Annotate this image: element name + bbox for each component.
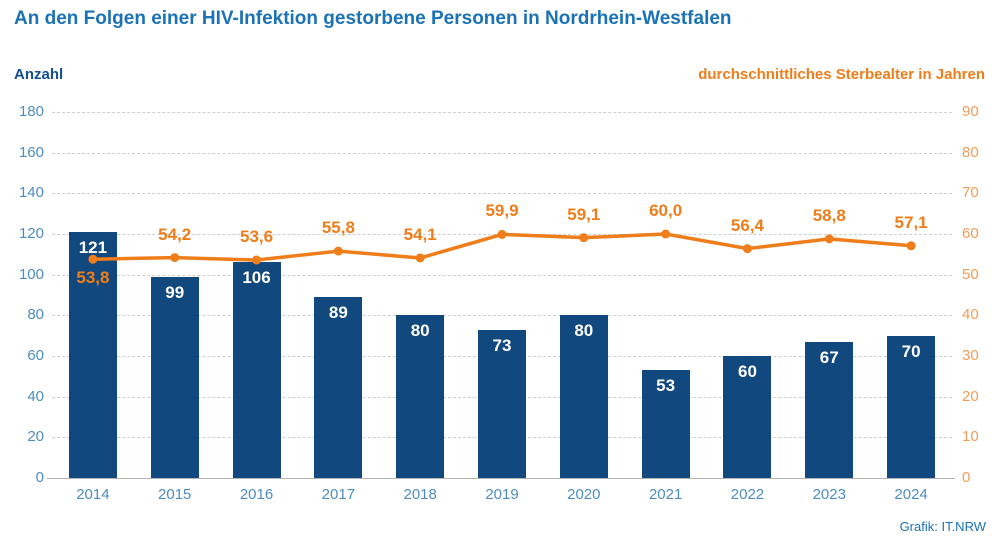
y-axis-tick-right: 60 [962, 225, 979, 242]
bar-value-label: 80 [410, 321, 430, 341]
trend-point-label: 56,4 [730, 215, 764, 235]
y-axis-tick-left: 0 [35, 469, 44, 486]
trend-point-label: 54,2 [158, 224, 192, 244]
chart-title: An den Folgen einer HIV-Infektion gestor… [14, 8, 732, 29]
trend-point-label: 59,9 [485, 201, 519, 221]
x-axis-label: 2015 [158, 486, 192, 503]
y-axis-tick-right: 80 [962, 143, 979, 161]
x-axis-label: 2020 [567, 486, 601, 503]
trend-point-label: 55,8 [321, 218, 355, 238]
bar: 67 [805, 341, 854, 478]
y-axis-ticks-right: 0 10 20 30 40 50 60 70 80 90 [962, 103, 999, 486]
y-axis-tick-right: 20 [962, 387, 979, 405]
bar-value-label: 67 [819, 347, 839, 367]
bar-value-label: 70 [901, 341, 921, 361]
y-axis-tick-right: 10 [962, 428, 979, 446]
bar: 89 [314, 297, 363, 478]
bar: 106 [232, 262, 281, 478]
grid-line [52, 193, 952, 195]
y-axis-tick-left: 140 [18, 184, 44, 202]
x-axis-label: 2017 [321, 486, 356, 503]
bar-value-label: 106 [242, 268, 271, 288]
left-axis-header: Anzahl [14, 66, 64, 83]
trend-point [906, 241, 916, 251]
grid-line [52, 112, 952, 113]
bar-value-label: 121 [78, 237, 108, 257]
x-axis-label: 2024 [894, 486, 928, 503]
trend-point [497, 229, 507, 239]
credit-label: Grafik: IT.NRW [899, 519, 986, 534]
y-axis-tick-left: 60 [27, 347, 44, 364]
bar-value-label: 73 [492, 335, 512, 355]
right-axis-header: durchschnittliches Sterbealter in Jahren [698, 66, 985, 83]
x-axis-label: 2016 [239, 486, 274, 503]
trend-point-label: 58,8 [812, 205, 846, 225]
trend-point [661, 229, 671, 239]
bar-value-label: 89 [328, 303, 348, 323]
x-axis-label: 2022 [730, 486, 765, 503]
trend-point-label: 53,6 [239, 227, 274, 247]
bar: 80 [396, 315, 445, 478]
x-axis-label: 2018 [403, 486, 437, 503]
y-axis-tick-right: 50 [962, 265, 979, 283]
trend-point [333, 246, 343, 256]
x-axis-label: 2023 [812, 486, 846, 503]
y-axis-tick-left: 120 [18, 225, 44, 242]
bar: 80 [559, 315, 608, 478]
y-axis-tick-left: 80 [27, 306, 44, 324]
y-axis-tick-right: 30 [962, 347, 979, 364]
x-axis-line [47, 478, 955, 479]
bar-value-label: 53 [656, 376, 676, 396]
trend-point [252, 255, 262, 265]
trend-point [579, 233, 589, 243]
bar-value-label: 60 [737, 362, 757, 381]
bar: 60 [723, 356, 772, 478]
bar: 53 [641, 370, 690, 478]
y-axis-tick-right: 70 [962, 184, 979, 202]
bar: 99 [150, 276, 199, 478]
y-axis-tick-left: 180 [18, 103, 44, 120]
trend-point-label: 59,1 [567, 204, 601, 224]
trend-point-label: 53,8 [76, 268, 110, 288]
grid-line [52, 274, 952, 276]
bar: 121 [68, 231, 117, 478]
x-axis-label: 2019 [485, 486, 519, 503]
bar-value-label: 80 [574, 321, 594, 341]
y-axis-tick-right: 40 [962, 306, 979, 324]
y-axis-tick-left: 100 [18, 265, 44, 283]
bar: 73 [478, 329, 526, 478]
grid-line [52, 152, 952, 154]
trend-point-label: 57,1 [894, 212, 928, 232]
trend-point-label: 60,0 [649, 201, 683, 220]
trend-line-svg [88, 229, 916, 265]
trend-point [415, 253, 425, 263]
y-axis-tick-right: 90 [962, 103, 979, 120]
trend-point-label: 54,1 [403, 224, 437, 244]
y-axis-tick-left: 20 [27, 428, 44, 446]
trend-point [88, 254, 98, 264]
y-axis-tick-left: 160 [18, 143, 44, 161]
trend-point [742, 244, 752, 254]
y-axis-ticks-left: 0 20 40 60 80 100 120 140 160 180 [6, 103, 44, 486]
trend-point [170, 253, 180, 263]
bar-value-label: 99 [165, 282, 185, 302]
x-axis-label: 2014 [76, 486, 110, 503]
plot-area: 121 99 106 89 80 73 80 53 60 67 70 53,8 54,2 53,6 55,8… [52, 112, 952, 478]
x-axis-label: 2021 [648, 486, 683, 503]
grid-line [52, 315, 952, 317]
y-axis-tick-right: 0 [962, 469, 971, 486]
bar: 70 [887, 335, 936, 478]
y-axis-tick-left: 40 [27, 387, 44, 405]
trend-point [824, 234, 834, 244]
